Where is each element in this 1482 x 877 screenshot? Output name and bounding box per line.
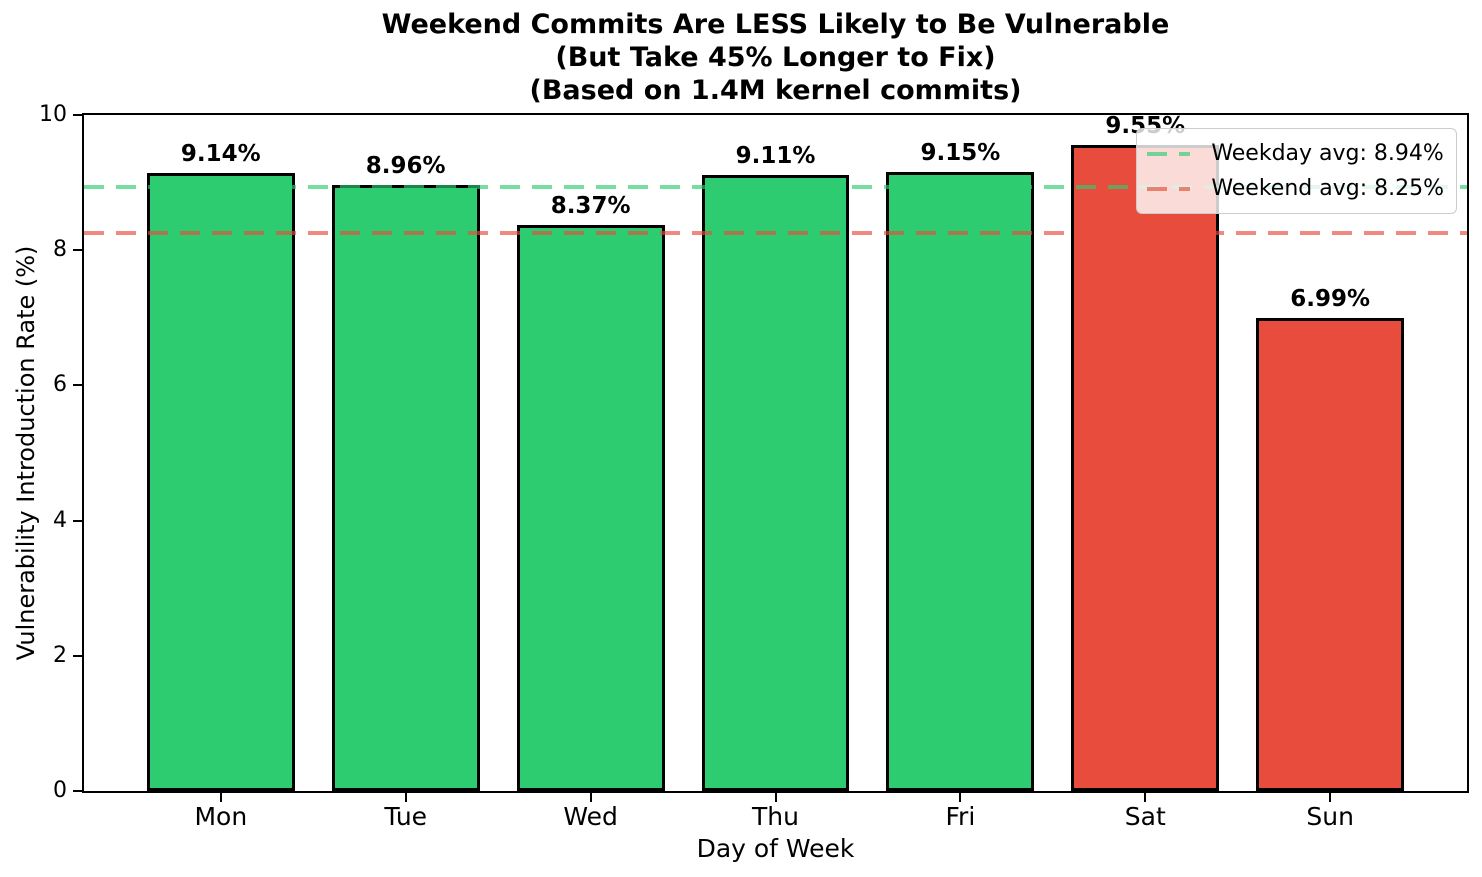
y-tick-label-8: 8 [53, 237, 67, 263]
y-tick-label-0: 0 [53, 778, 67, 803]
x-tick-label-fri: Fri [945, 802, 976, 831]
chart-title-line-2: (But Take 45% Longer to Fix) [555, 42, 996, 73]
bar-thu [701, 175, 850, 791]
legend-dash-sample-weekend-avg [1147, 186, 1191, 191]
chart-title-line-1: Weekend Commits Are LESS Likely to Be Vu… [381, 9, 1170, 40]
bar-wed [516, 225, 665, 791]
x-tick-mark-sat [1144, 793, 1147, 802]
x-tick-mark-sun [1329, 793, 1332, 802]
y-axis-label: Vulnerability Introduction Rate (%) [12, 245, 40, 661]
x-tick-label-mon: Mon [194, 802, 248, 831]
plot-area: 9.14% 8.96% 8.37% 9.11% 9.15% 9.55% 6.99% Week… [82, 113, 1469, 793]
bar-value-label-wed: 8.37% [550, 193, 631, 220]
x-tick-label-tue: Tue [384, 802, 428, 831]
y-tick-mark-8 [73, 249, 82, 252]
y-tick-label-4: 4 [53, 507, 67, 533]
bar-sat [1071, 145, 1220, 791]
avg-line-weekday-avg [84, 184, 1467, 189]
x-tick-mark-mon [219, 793, 222, 802]
y-tick-mark-4 [73, 519, 82, 522]
y-tick-label-6: 6 [53, 372, 67, 398]
chart-title-line-3: (Based on 1.4M kernel commits) [529, 75, 1022, 106]
legend-label-weekend-avg: Weekend avg: 8.25% [1211, 176, 1444, 201]
bar-value-label-tue: 8.96% [365, 153, 446, 180]
bar-sun [1256, 318, 1405, 791]
bar-value-label-fri: 9.15% [920, 140, 1001, 167]
y-tick-mark-10 [73, 114, 82, 116]
bar-mon [146, 173, 295, 791]
legend-label-weekday-avg: Weekday avg: 8.94% [1211, 141, 1444, 166]
y-tick-mark-2 [73, 654, 82, 657]
y-tick-mark-0 [73, 790, 82, 792]
legend: Weekday avg: 8.94% Weekend avg: 8.25% [1136, 128, 1457, 214]
bar-value-label-thu: 9.11% [735, 143, 816, 170]
avg-line-weekend-avg [84, 231, 1467, 236]
x-tick-mark-wed [589, 793, 592, 802]
x-tick-label-thu: Thu [752, 802, 799, 831]
x-tick-mark-tue [404, 793, 407, 802]
bar-value-label-mon: 9.14% [180, 141, 261, 168]
y-tick-label-10: 10 [39, 102, 67, 127]
x-tick-label-wed: Wed [563, 802, 618, 831]
y-tick-label-2: 2 [53, 642, 67, 668]
y-tick-mark-6 [73, 384, 82, 387]
x-tick-label-sun: Sun [1306, 802, 1354, 831]
bar-value-label-sun: 6.99% [1290, 286, 1371, 313]
x-axis-label: Day of Week [696, 834, 855, 863]
bar-fri [886, 172, 1035, 791]
x-tick-mark-thu [774, 793, 777, 802]
bar-tue [331, 185, 480, 791]
x-tick-label-sat: Sat [1124, 802, 1166, 831]
chart-title: Weekend Commits Are LESS Likely to Be Vu… [82, 8, 1469, 107]
legend-dash-sample-weekday-avg [1147, 151, 1191, 156]
legend-item-weekday-avg: Weekday avg: 8.94% [1147, 136, 1444, 171]
x-tick-mark-fri [959, 793, 962, 802]
legend-item-weekend-avg: Weekend avg: 8.25% [1147, 171, 1444, 206]
